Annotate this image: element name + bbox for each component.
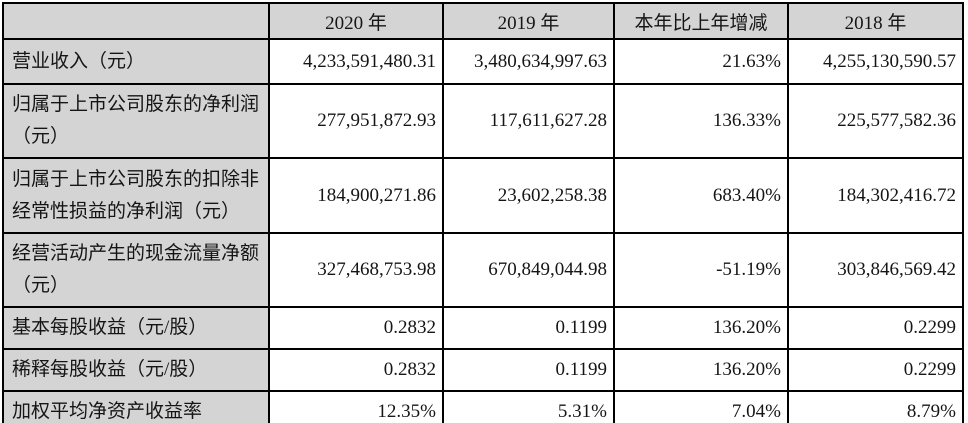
table-body: 营业收入（元） 4,233,591,480.31 3,480,634,997.63 2… <box>2 38 964 423</box>
value-cell: 0.2832 <box>268 306 444 350</box>
value-cell: 670,849,044.98 <box>442 232 615 308</box>
value-cell: 303,846,569.42 <box>787 232 964 308</box>
value-cell: 0.1199 <box>442 306 615 350</box>
row-label-cell: 营业收入（元） <box>2 38 270 85</box>
value-cell: 225,577,582.36 <box>787 83 964 159</box>
value-cell: 23,602,258.38 <box>442 157 615 234</box>
table-row: 经营活动产生的现金流量净额（元） 327,468,753.98 670,849,04… <box>2 232 964 308</box>
header-cell-year: 2018 年 <box>787 2 964 40</box>
value-cell: 327,468,753.98 <box>268 232 444 308</box>
row-label-cell: 经营活动产生的现金流量净额（元） <box>2 232 270 308</box>
value-cell: 7.04% <box>613 390 789 423</box>
header-cell-empty <box>2 2 270 40</box>
value-cell: 683.40% <box>613 157 789 234</box>
value-cell: 3,480,634,997.63 <box>442 38 615 85</box>
table-header: 2020 年 2019 年本年比上年增减 2018 年 <box>2 2 964 40</box>
row-label-cell: 加权平均净资产收益率 <box>2 390 270 423</box>
row-label-cell: 稀释每股收益（元/股） <box>2 348 270 392</box>
value-cell: -51.19% <box>613 232 789 308</box>
table-row: 基本每股收益（元/股） 0.2832 0.1199 136.20% 0.2299 <box>2 306 964 350</box>
value-cell: 4,255,130,590.57 <box>787 38 964 85</box>
value-cell: 184,302,416.72 <box>787 157 964 234</box>
value-cell: 12.35% <box>268 390 444 423</box>
value-cell: 277,951,872.93 <box>268 83 444 159</box>
header-cell-year: 本年比上年增减 <box>613 2 789 40</box>
row-label-cell: 归属于上市公司股东的扣除非经常性损益的净利润（元） <box>2 157 270 234</box>
value-cell: 21.63% <box>613 38 789 85</box>
value-cell: 5.31% <box>442 390 615 423</box>
row-label-cell: 归属于上市公司股东的净利润（元） <box>2 83 270 159</box>
table-row: 加权平均净资产收益率 12.35% 5.31% 7.04% 8.79% <box>2 390 964 423</box>
header-cell-year: 2019 年 <box>442 2 615 40</box>
row-label-cell: 基本每股收益（元/股） <box>2 306 270 350</box>
value-cell: 184,900,271.86 <box>268 157 444 234</box>
value-cell: 136.33% <box>613 83 789 159</box>
table-row: 营业收入（元） 4,233,591,480.31 3,480,634,997.63 2… <box>2 38 964 85</box>
value-cell: 4,233,591,480.31 <box>268 38 444 85</box>
value-cell: 136.20% <box>613 348 789 392</box>
header-row: 2020 年 2019 年本年比上年增减 2018 年 <box>2 2 964 40</box>
value-cell: 136.20% <box>613 306 789 350</box>
header-cell-year: 2020 年 <box>268 2 444 40</box>
value-cell: 0.1199 <box>442 348 615 392</box>
table-row: 稀释每股收益（元/股） 0.2832 0.1199 136.20% 0.2299 <box>2 348 964 392</box>
value-cell: 8.79% <box>787 390 964 423</box>
value-cell: 117,611,627.28 <box>442 83 615 159</box>
value-cell: 0.2832 <box>268 348 444 392</box>
value-cell: 0.2299 <box>787 348 964 392</box>
value-cell: 0.2299 <box>787 306 964 350</box>
table-row: 归属于上市公司股东的净利润（元） 277,951,872.93 117,611,62… <box>2 83 964 159</box>
table-row: 归属于上市公司股东的扣除非经常性损益的净利润（元） 184,900,271.86 2… <box>2 157 964 234</box>
